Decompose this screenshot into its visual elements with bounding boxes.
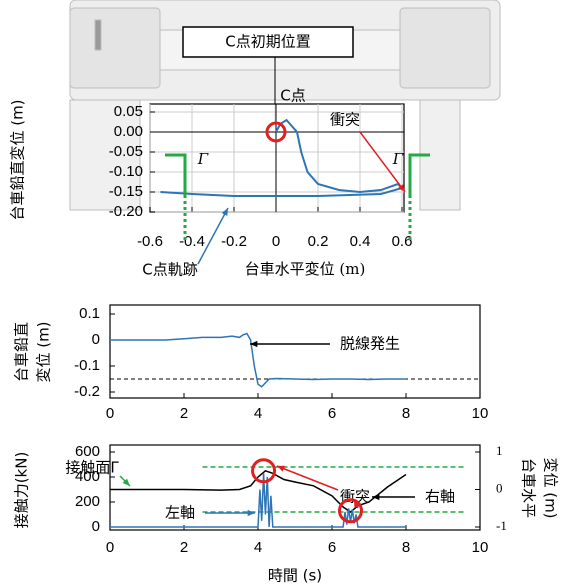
y2-axis-label: 台車水平 xyxy=(520,458,538,518)
y-tick-label: 0.05 xyxy=(114,103,143,120)
x-tick-label: 0 xyxy=(106,405,114,422)
x-tick-label: -0.2 xyxy=(221,233,247,250)
y-tick-label: 200 xyxy=(75,493,100,510)
x-tick-label: 10 xyxy=(472,405,489,422)
x-tick-label: 2 xyxy=(180,539,188,556)
plot-area xyxy=(110,305,480,398)
x-tick-label: 0.2 xyxy=(308,233,329,250)
annotation: C点 xyxy=(280,87,305,105)
x-tick-label: -0.6 xyxy=(137,233,163,250)
y-axis-label: 変位 (m) xyxy=(35,321,53,382)
y2-tick-label: -1 xyxy=(496,518,507,533)
x-tick-label: 8 xyxy=(402,539,410,556)
x-axis-label: 時間 (s) xyxy=(268,567,322,585)
x-axis-label: 台車水平変位 (m) xyxy=(245,260,366,278)
x-tick-label: 6 xyxy=(328,405,336,422)
y-tick-label: -0.15 xyxy=(109,183,143,200)
x-tick-label: 0.6 xyxy=(392,233,413,250)
y2-tick-label: 1 xyxy=(496,443,503,458)
y-tick-label: 600 xyxy=(75,443,100,460)
annotation: 衝突 xyxy=(330,111,360,129)
series-label: 右軸 xyxy=(425,488,455,506)
y-tick-label: -0.20 xyxy=(109,203,143,220)
x-tick-label: 0.4 xyxy=(350,233,371,250)
x-tick-label: 8 xyxy=(402,405,410,422)
y-tick-label: 0 xyxy=(92,518,100,535)
y-tick-label: 0.1 xyxy=(79,305,100,322)
annotation: 接触面Γ xyxy=(65,459,119,477)
x-tick-label: 2 xyxy=(180,405,188,422)
x-tick-label: 10 xyxy=(472,539,489,556)
y-tick-label: -0.05 xyxy=(109,143,143,160)
annotation: Γ xyxy=(197,150,209,168)
x-tick-label: 4 xyxy=(254,405,262,422)
y-tick-label: -0.10 xyxy=(109,163,143,180)
y-axis-label: 台車鉛直変位 (m) xyxy=(9,99,27,220)
annotation: Γ xyxy=(392,150,404,168)
y-tick-label: 0 xyxy=(92,331,100,348)
x-tick-label: -0.4 xyxy=(179,233,205,250)
x-tick-label: 4 xyxy=(254,539,262,556)
x-tick-label: 6 xyxy=(328,539,336,556)
y-tick-label: -0.2 xyxy=(74,383,100,400)
x-tick-label: 0 xyxy=(106,539,114,556)
series-label: 左軸 xyxy=(165,504,195,522)
y2-axis-label: 変位 (m) xyxy=(542,457,560,518)
y-tick-label: -0.1 xyxy=(74,357,100,374)
y2-tick-label: 0 xyxy=(496,480,503,495)
annotation: C点初期位置 xyxy=(225,33,310,51)
x-tick-label: 0 xyxy=(272,233,280,250)
annotation: 脱線発生 xyxy=(340,335,400,353)
y-tick-label: 0.00 xyxy=(114,123,143,140)
series-label: C点軌跡 xyxy=(142,261,197,279)
y-axis-label: 台車鉛直 xyxy=(13,322,31,382)
figure: -0.6-0.4-0.200.20.40.60.050.00-0.05-0.10… xyxy=(0,0,567,587)
y-axis-label: 接触力(kN) xyxy=(13,452,31,529)
